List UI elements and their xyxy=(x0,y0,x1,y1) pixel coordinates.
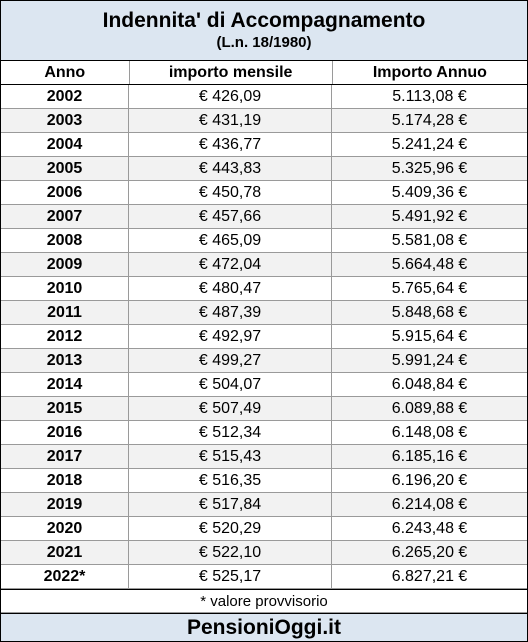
cell-year: 2012 xyxy=(1,325,129,348)
table-row: 2009 € 472,04 5.664,48 € xyxy=(1,253,527,277)
cell-year: 2014 xyxy=(1,373,129,396)
cell-year: 2005 xyxy=(1,157,129,180)
cell-annual-amount: 5.241,24 € xyxy=(391,135,468,153)
cell-monthly-amount: € 426,09 xyxy=(129,85,332,108)
cell-year: 2013 xyxy=(1,349,129,372)
cell-annual-amount: 5.581,08 € xyxy=(391,231,468,249)
cell-year: 2011 xyxy=(1,301,129,324)
cell-monthly-amount: € 431,19 xyxy=(129,109,332,132)
footer-brand: PensioniOggi.it xyxy=(1,613,527,641)
cell-annual-amount: 5.765,64 € xyxy=(391,279,468,297)
cell-annual-amount: 5.491,92 € xyxy=(391,207,468,225)
cell-annual-amount: 5.664,48 € xyxy=(391,255,468,273)
cell-annual-amount: 6.048,84 € xyxy=(391,375,468,393)
table-row: 2007 € 457,66 5.491,92 € xyxy=(1,205,527,229)
cell-year: 2016 xyxy=(1,421,129,444)
cell-annual-amount: 5.325,96 € xyxy=(391,159,468,177)
cell-annual-amount: 6.148,08 € xyxy=(391,423,468,441)
cell-year: 2004 xyxy=(1,133,129,156)
cell-year: 2002 xyxy=(1,85,129,108)
table-row: 2008 € 465,09 5.581,08 € xyxy=(1,229,527,253)
table-row: 2012 € 492,97 5.915,64 € xyxy=(1,325,527,349)
cell-year: 2021 xyxy=(1,541,129,564)
cell-annual-amount: 5.848,68 € xyxy=(391,303,468,321)
cell-annual-amount: 6.196,20 € xyxy=(391,471,468,489)
cell-year: 2003 xyxy=(1,109,129,132)
cell-monthly-amount: € 450,78 xyxy=(129,181,332,204)
table-row: 2018 € 516,35 6.196,20 € xyxy=(1,469,527,493)
cell-monthly-amount: € 492,97 xyxy=(129,325,332,348)
cell-monthly-amount: € 525,17 xyxy=(129,565,332,588)
cell-monthly-amount: € 522,10 xyxy=(129,541,332,564)
cell-monthly-amount: € 512,34 xyxy=(129,421,332,444)
table-row: 2011 € 487,39 5.848,68 € xyxy=(1,301,527,325)
table-row: 2020 € 520,29 6.243,48 € xyxy=(1,517,527,541)
cell-monthly-amount: € 507,49 xyxy=(129,397,332,420)
cell-year: 2019 xyxy=(1,493,129,516)
footnote: * valore provvisorio xyxy=(1,589,527,613)
cell-monthly-amount: € 465,09 xyxy=(129,229,332,252)
cell-monthly-amount: € 457,66 xyxy=(129,205,332,228)
cell-annual-amount: 5.991,24 € xyxy=(391,351,468,369)
cell-monthly-amount: € 520,29 xyxy=(129,517,332,540)
cell-monthly-amount: € 443,83 xyxy=(129,157,332,180)
cell-monthly-amount: € 516,35 xyxy=(129,469,332,492)
table-row: 2006 € 450,78 5.409,36 € xyxy=(1,181,527,205)
cell-monthly-amount: € 436,77 xyxy=(129,133,332,156)
table-row: 2004 € 436,77 5.241,24 € xyxy=(1,133,527,157)
cell-year: 2020 xyxy=(1,517,129,540)
cell-year: 2018 xyxy=(1,469,129,492)
cell-annual-amount: 6.089,88 € xyxy=(391,399,468,417)
cell-monthly-amount: € 472,04 xyxy=(129,253,332,276)
cell-annual-amount: 6.185,16 € xyxy=(391,447,468,465)
cell-monthly-amount: € 480,47 xyxy=(129,277,332,300)
cell-annual-amount: 6.827,21 € xyxy=(391,567,468,585)
cell-year: 2006 xyxy=(1,181,129,204)
cell-annual-amount: 6.214,08 € xyxy=(391,495,468,513)
cell-annual-amount: 6.265,20 € xyxy=(391,543,468,561)
cell-annual-amount: 5.915,64 € xyxy=(391,327,468,345)
table-row: 2021 € 522,10 6.265,20 € xyxy=(1,541,527,565)
table-row: 2002 € 426,09 5.113,08 € xyxy=(1,85,527,109)
cell-monthly-amount: € 499,27 xyxy=(129,349,332,372)
cell-year: 2010 xyxy=(1,277,129,300)
table-row: 2005 € 443,83 5.325,96 € xyxy=(1,157,527,181)
table-row: 2015 € 507,49 6.089,88 € xyxy=(1,397,527,421)
cell-year: 2009 xyxy=(1,253,129,276)
title-block: Indennita' di Accompagnamento (L.n. 18/1… xyxy=(1,1,527,61)
cell-monthly-amount: € 504,07 xyxy=(129,373,332,396)
cell-year: 2015 xyxy=(1,397,129,420)
cell-annual-amount: 5.409,36 € xyxy=(391,183,468,201)
table-row: 2019 € 517,84 6.214,08 € xyxy=(1,493,527,517)
cell-year: 2022* xyxy=(1,565,129,588)
table-row: 2022* € 525,17 6.827,21 € xyxy=(1,565,527,589)
table-row: 2013 € 499,27 5.991,24 € xyxy=(1,349,527,373)
cell-monthly-amount: € 515,43 xyxy=(129,445,332,468)
cell-year: 2008 xyxy=(1,229,129,252)
table-row: 2016 € 512,34 6.148,08 € xyxy=(1,421,527,445)
table-subtitle: (L.n. 18/1980) xyxy=(216,33,312,51)
header-importo-mensile: importo mensile xyxy=(130,61,333,84)
header-anno: Anno xyxy=(1,61,130,84)
header-importo-annuo: Importo Annuo xyxy=(372,63,487,81)
table-row: 2014 € 504,07 6.048,84 € xyxy=(1,373,527,397)
column-header-row: Anno importo mensile Importo Annuo xyxy=(1,61,527,85)
table-title: Indennita' di Accompagnamento xyxy=(102,8,426,32)
cell-annual-amount: 5.113,08 € xyxy=(392,87,467,105)
cell-year: 2017 xyxy=(1,445,129,468)
table-row: 2010 € 480,47 5.765,64 € xyxy=(1,277,527,301)
cell-year: 2007 xyxy=(1,205,129,228)
cell-annual-amount: 5.174,28 € xyxy=(391,111,468,129)
cell-annual-amount: 6.243,48 € xyxy=(391,519,468,537)
table-row: 2017 € 515,43 6.185,16 € xyxy=(1,445,527,469)
cell-monthly-amount: € 487,39 xyxy=(129,301,332,324)
table-row: 2003 € 431,19 5.174,28 € xyxy=(1,109,527,133)
cell-monthly-amount: € 517,84 xyxy=(129,493,332,516)
